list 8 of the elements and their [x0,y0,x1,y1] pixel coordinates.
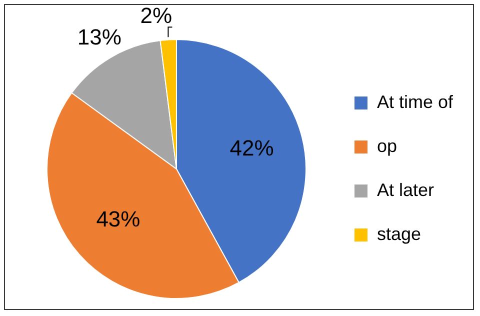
data-label: 42% [230,136,274,161]
legend-label: stage [376,224,422,244]
legend-label: At time of [376,92,454,112]
legend-label: op [376,136,398,156]
legend-label: At later [376,180,434,200]
data-label: 2% [140,3,172,28]
data-label: 43% [96,206,140,232]
data-label: 13% [77,24,122,50]
